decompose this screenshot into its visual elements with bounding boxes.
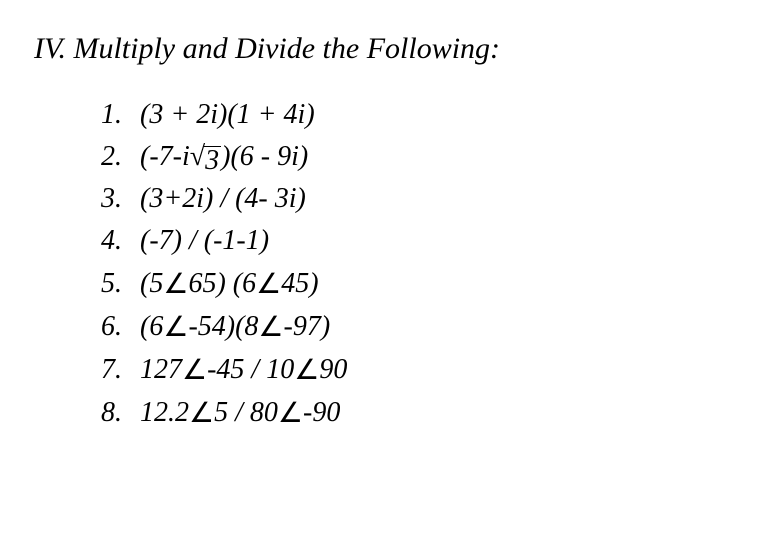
list-item: 8. 12.2∠5 / 80∠-90 xyxy=(92,391,729,434)
section-heading: IV. Multiply and Divide the Following: xyxy=(34,32,729,66)
item-number: 5. xyxy=(92,263,140,305)
item-number: 8. xyxy=(92,392,140,434)
list-item: 4. (-7) / (-1-1) xyxy=(92,220,729,262)
item-number: 7. xyxy=(92,349,140,391)
sqrt-argument: 3 xyxy=(203,146,221,175)
item-expression: (3+2i) / (4- 3i) xyxy=(140,178,306,220)
list-item: 5. (5∠65) (6∠45) xyxy=(92,262,729,305)
item-expression: (6∠-54)(8∠-97) xyxy=(140,305,330,348)
item-number: 6. xyxy=(92,306,140,348)
item-expression: (-7) / (-1-1) xyxy=(140,220,269,262)
list-item: 2. (-7-i√3)(6 - 9i) xyxy=(92,136,729,178)
item-number: 1. xyxy=(92,94,140,136)
item-number: 4. xyxy=(92,220,140,262)
expr-suffix: )(6 - 9i) xyxy=(221,141,308,172)
item-expression: (-7-i√3)(6 - 9i) xyxy=(140,136,308,178)
item-number: 2. xyxy=(92,136,140,178)
item-expression: (3 + 2i)(1 + 4i) xyxy=(140,94,315,136)
list-item: 3. (3+2i) / (4- 3i) xyxy=(92,178,729,220)
sqrt-icon: √3 xyxy=(190,143,221,175)
list-item: 6. (6∠-54)(8∠-97) xyxy=(92,305,729,348)
item-expression: (5∠65) (6∠45) xyxy=(140,262,319,305)
item-expression: 12.2∠5 / 80∠-90 xyxy=(140,391,340,434)
item-expression: 127∠-45 / 10∠90 xyxy=(140,348,347,391)
problem-list: 1. (3 + 2i)(1 + 4i) 2. (-7-i√3)(6 - 9i) … xyxy=(92,94,729,434)
expr-prefix: (-7-i xyxy=(140,141,190,172)
list-item: 1. (3 + 2i)(1 + 4i) xyxy=(92,94,729,136)
item-number: 3. xyxy=(92,178,140,220)
list-item: 7. 127∠-45 / 10∠90 xyxy=(92,348,729,391)
